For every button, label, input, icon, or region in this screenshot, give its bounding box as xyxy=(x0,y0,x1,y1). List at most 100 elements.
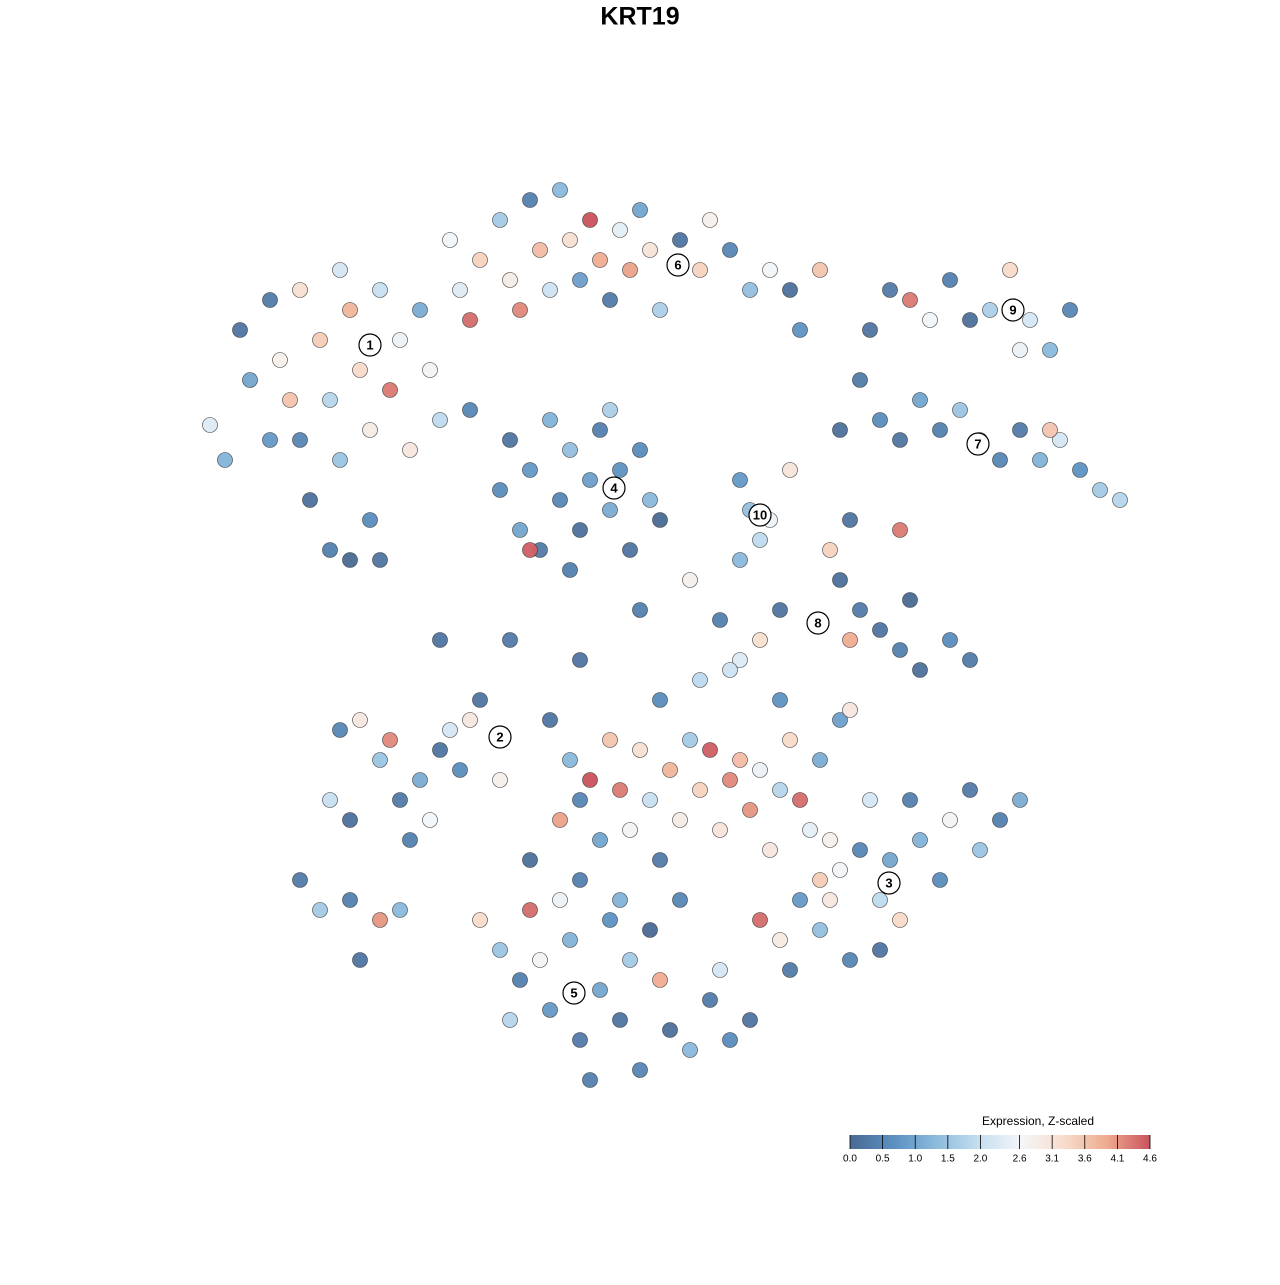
cell-point xyxy=(792,792,808,808)
cell-point xyxy=(292,432,308,448)
cell-point xyxy=(232,322,248,338)
cell-point xyxy=(842,632,858,648)
cell-point xyxy=(312,902,328,918)
cluster-label: 10 xyxy=(753,507,767,522)
cluster-label-badge xyxy=(666,253,690,277)
colorbar-tick-label: 1.5 xyxy=(941,1154,955,1165)
cell-point xyxy=(472,692,488,708)
cell-point xyxy=(402,832,418,848)
cell-point xyxy=(612,782,628,798)
cell-point xyxy=(772,602,788,618)
cell-point xyxy=(322,392,338,408)
cell-point xyxy=(612,892,628,908)
cell-point xyxy=(652,692,668,708)
cell-point xyxy=(642,792,658,808)
cluster-label: 7 xyxy=(974,436,981,451)
cell-point xyxy=(782,282,798,298)
cell-point xyxy=(892,432,908,448)
cell-point xyxy=(762,262,778,278)
cell-point xyxy=(522,852,538,868)
cell-point xyxy=(552,892,568,908)
cell-point xyxy=(762,842,778,858)
cell-point xyxy=(602,912,618,928)
cell-point xyxy=(752,912,768,928)
cell-point xyxy=(712,962,728,978)
cell-point xyxy=(822,892,838,908)
cell-point xyxy=(962,312,978,328)
cell-point xyxy=(502,632,518,648)
cell-point xyxy=(492,942,508,958)
cluster-label-badge xyxy=(488,725,512,749)
cell-point xyxy=(412,772,428,788)
cell-point xyxy=(1062,302,1078,318)
cell-point xyxy=(812,752,828,768)
cell-point xyxy=(392,902,408,918)
cell-point xyxy=(582,1072,598,1088)
cell-point xyxy=(542,1002,558,1018)
cell-point xyxy=(322,792,338,808)
cell-point xyxy=(912,392,928,408)
cell-point xyxy=(832,422,848,438)
cluster-label-badge xyxy=(562,981,586,1005)
cell-point xyxy=(692,782,708,798)
colorbar-tick-label: 0.0 xyxy=(843,1154,857,1165)
cell-point xyxy=(642,922,658,938)
cell-point xyxy=(392,332,408,348)
cluster-label: 4 xyxy=(610,480,618,495)
cell-point xyxy=(562,562,578,578)
colorbar-tick-label: 2.0 xyxy=(973,1154,987,1165)
cell-point xyxy=(1032,452,1048,468)
cell-point xyxy=(722,772,738,788)
cell-point xyxy=(602,732,618,748)
cell-point xyxy=(292,872,308,888)
cell-point xyxy=(422,362,438,378)
cell-point xyxy=(912,662,928,678)
cell-point xyxy=(582,212,598,228)
cell-point xyxy=(612,462,628,478)
cell-point xyxy=(622,822,638,838)
cell-point xyxy=(432,742,448,758)
cell-point xyxy=(512,302,528,318)
cell-point xyxy=(622,262,638,278)
cell-point xyxy=(822,542,838,558)
cell-point xyxy=(432,632,448,648)
cell-point xyxy=(682,572,698,588)
cell-point xyxy=(362,422,378,438)
cell-point xyxy=(872,942,888,958)
cell-point xyxy=(462,312,478,328)
cell-point xyxy=(732,652,748,668)
cell-point xyxy=(1012,342,1028,358)
cluster-label-badge xyxy=(966,432,990,456)
cell-point xyxy=(612,1012,628,1028)
cell-point xyxy=(592,832,608,848)
cell-point xyxy=(742,282,758,298)
cell-point xyxy=(262,292,278,308)
cell-point xyxy=(802,822,818,838)
cell-point xyxy=(522,462,538,478)
cell-point xyxy=(632,442,648,458)
colorbar-tick-label: 4.1 xyxy=(1110,1154,1124,1165)
cell-point xyxy=(202,417,218,433)
cell-point xyxy=(272,352,288,368)
cell-point xyxy=(772,692,788,708)
cell-point xyxy=(572,652,588,668)
cell-point xyxy=(372,282,388,298)
cell-point xyxy=(1002,262,1018,278)
cell-point xyxy=(572,1032,588,1048)
cell-point xyxy=(972,842,988,858)
cell-point xyxy=(562,752,578,768)
cell-point xyxy=(372,912,388,928)
cell-point xyxy=(732,752,748,768)
cell-point xyxy=(872,892,888,908)
cell-point xyxy=(392,792,408,808)
cell-point xyxy=(902,592,918,608)
cell-point xyxy=(1092,482,1108,498)
cluster-label: 8 xyxy=(814,615,821,630)
cell-point xyxy=(942,812,958,828)
cell-point xyxy=(742,802,758,818)
cell-point xyxy=(712,822,728,838)
cell-point xyxy=(642,242,658,258)
cell-point xyxy=(962,652,978,668)
cell-point xyxy=(942,632,958,648)
